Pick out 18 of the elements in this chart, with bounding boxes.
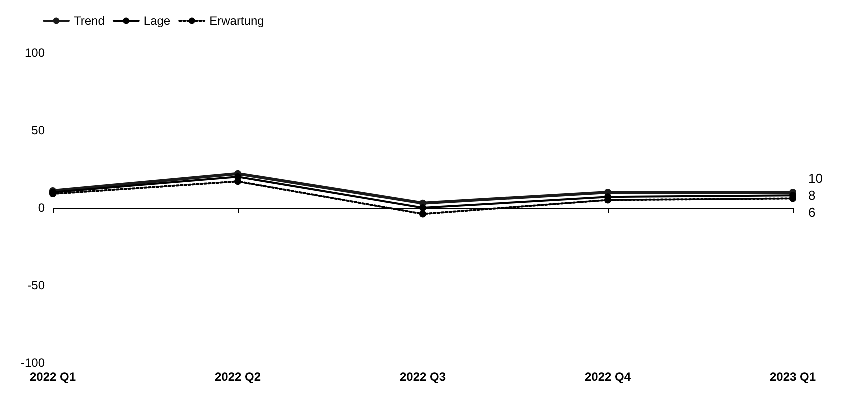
x-tick-label: 2022 Q4 [584, 370, 632, 384]
legend-label: Lage [144, 14, 171, 28]
data-label: 6 [808, 205, 816, 220]
y-tick-label: 100 [24, 46, 46, 60]
point [420, 210, 426, 218]
y-tick-label: 50 [32, 124, 46, 138]
legend-label: Erwartung [210, 14, 264, 28]
x-tick-label: 2022 Q1 [30, 370, 76, 384]
x-tick-label: 2022 Q3 [400, 370, 446, 384]
data-label: 8 [808, 188, 816, 204]
y-tick-label: -100 [20, 356, 46, 370]
data-label: 10 [808, 171, 823, 186]
x-tick-label: 2022 Q2 [214, 370, 262, 384]
point [234, 178, 242, 186]
x-tick-label: 2023 Q1 [770, 370, 816, 384]
y-tick-label: 0 [38, 201, 46, 215]
y-tick-label: -50 [28, 278, 46, 292]
legend-label: Trend [74, 14, 105, 28]
